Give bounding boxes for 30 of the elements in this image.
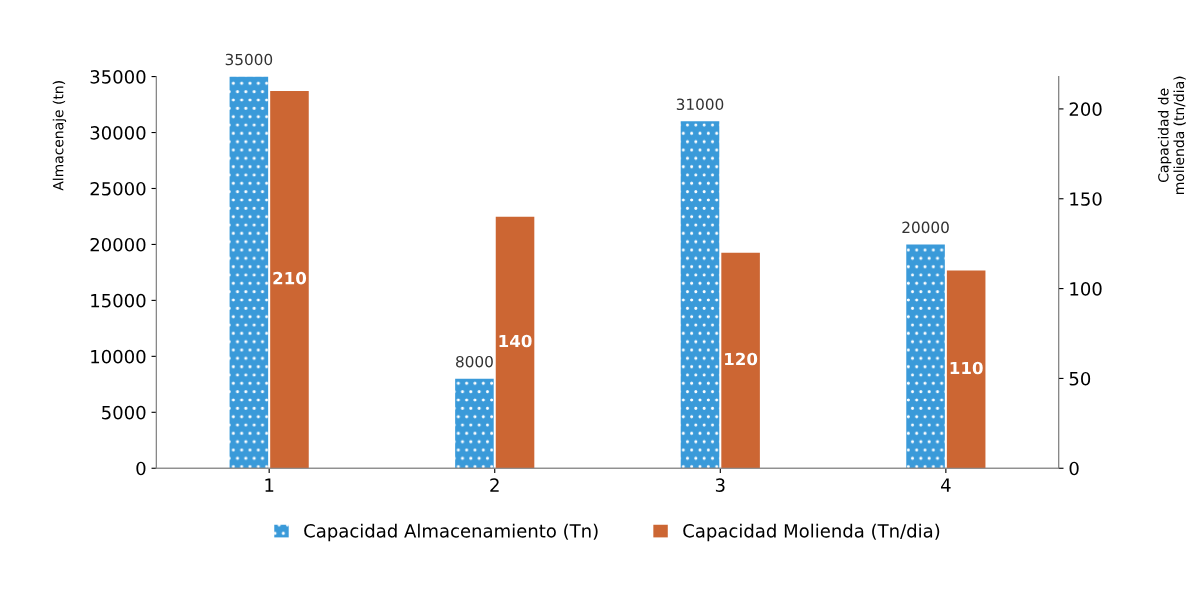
data-label: 110	[950, 361, 983, 375]
y2-tick-label: 100	[1070, 282, 1102, 296]
data-label: 8000	[456, 355, 493, 368]
y-tick-label: 30000	[90, 125, 146, 140]
legend-label: Capacidad Molienda (Tn/dia)	[683, 523, 940, 542]
data-label: 31000	[676, 98, 724, 111]
y-tick-label: 10000	[91, 349, 146, 364]
y-tick-label: 0	[136, 461, 146, 476]
data-label: 35000	[225, 53, 273, 66]
data-label: 20000	[902, 221, 949, 234]
y2-tick-label: 150	[1070, 192, 1102, 206]
y2-tick-label: 50	[1069, 371, 1091, 386]
data-label: 210	[273, 271, 307, 285]
x-tick-label: 2	[490, 478, 499, 492]
data-label: 140	[499, 334, 532, 348]
bar	[495, 216, 535, 469]
y-tick-label: 5000	[102, 405, 146, 420]
x-tick-label: 3	[715, 478, 725, 492]
legend-label: Capacidad Almacenamiento (Tn)	[304, 523, 598, 542]
x-tick-label: 1	[265, 478, 274, 492]
y-tick-label: 20000	[90, 237, 146, 252]
y-tick-label: 25000	[90, 181, 146, 196]
y-axis-title: Almacenaje (tn)	[52, 81, 67, 191]
data-label: 120	[725, 352, 758, 366]
y-tick-label: 35000	[90, 70, 146, 84]
y2-axis-title: Capacidad de molienda (tn/dia)	[1157, 76, 1186, 194]
y2-tick-label: 0	[1069, 461, 1079, 476]
y-tick-label: 15000	[91, 293, 146, 308]
y2-tick-label: 200	[1069, 102, 1102, 117]
x-tick-label: 4	[941, 478, 951, 492]
